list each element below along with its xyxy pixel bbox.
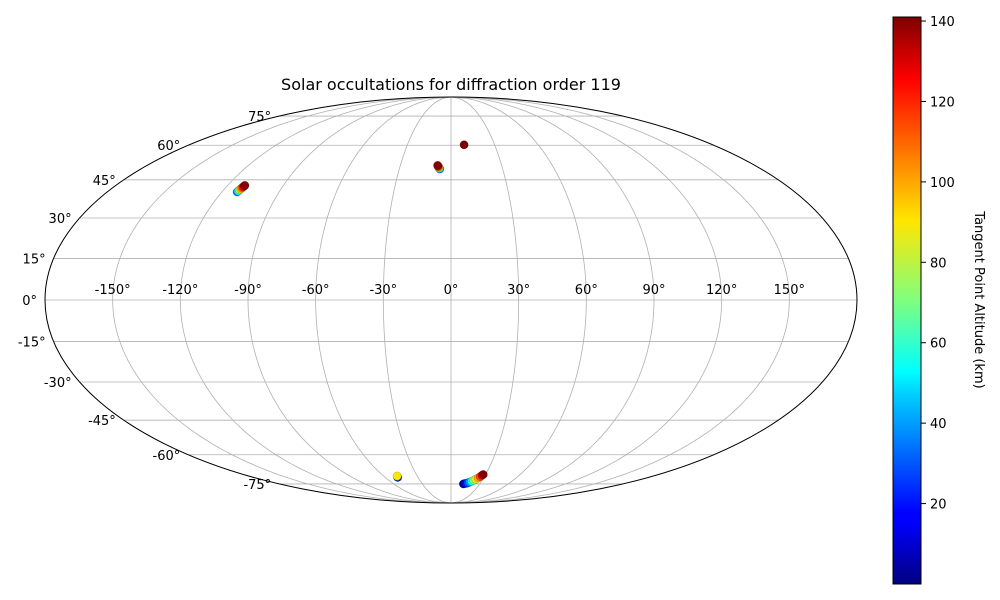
- latitude-tick-label: -15°: [18, 336, 46, 351]
- colorbar-tick-label: 80: [930, 256, 947, 271]
- longitude-tick-label: -150°: [95, 283, 131, 298]
- latitude-tick-labels: -75° -60° -45° -30° -15° 0° 15° 30° 45° 60° 75°: [18, 110, 271, 493]
- longitude-tick-label: -30°: [369, 283, 397, 298]
- colorbar-tick-label: 60: [930, 337, 947, 352]
- latitude-tick-label: 45°: [93, 174, 116, 189]
- latitude-tick-label: 60°: [157, 139, 180, 154]
- colorbar-ticks: 20 40 60 80 100 120 140: [921, 15, 955, 513]
- longitude-tick-label: 150°: [774, 283, 805, 298]
- chart-title: Solar occultations for diffraction order…: [281, 75, 621, 94]
- occultation-point: [459, 140, 469, 150]
- colorbar-tick-label: 140: [930, 15, 955, 30]
- longitude-tick-label: 60°: [575, 283, 598, 298]
- longitude-tick-labels: -150° -120° -90° -60° -30° 0° 30° 60° 90° 120° 150…: [95, 283, 805, 298]
- colorbar-tick-label: 40: [930, 417, 947, 432]
- colorbar-gradient: [892, 16, 922, 585]
- latitude-tick-label: -75°: [243, 478, 271, 493]
- colorbar: 20 40 60 80 100 120 140 Tangent Point Altitude…: [892, 15, 986, 585]
- latitude-tick-label: -45°: [88, 414, 116, 429]
- longitude-tick-label: -120°: [162, 283, 198, 298]
- latitude-tick-label: 75°: [248, 110, 271, 125]
- occultation-point: [433, 161, 443, 170]
- latitude-tick-label: 30°: [49, 212, 72, 227]
- longitude-tick-label: -60°: [302, 283, 330, 298]
- colorbar-tick-label: 20: [930, 498, 947, 513]
- longitude-tick-label: -90°: [234, 283, 262, 298]
- latitude-tick-label: 0°: [22, 294, 37, 309]
- occultation-points: [232, 140, 488, 489]
- longitude-tick-label: 120°: [706, 283, 737, 298]
- map-boundary: [44, 96, 858, 504]
- map-graticule: [45, 97, 857, 503]
- colorbar-label: Tangent Point Altitude (km): [971, 210, 986, 388]
- colorbar-tick-label: 100: [930, 176, 955, 191]
- latitude-tick-label: 15°: [23, 252, 46, 267]
- latitude-tick-label: -60°: [153, 449, 181, 464]
- longitude-tick-label: 90°: [642, 283, 665, 298]
- occultation-point: [240, 181, 250, 190]
- latitude-tick-label: -30°: [44, 376, 72, 391]
- colorbar-tick-label: 120: [930, 95, 955, 110]
- longitude-tick-label: 30°: [507, 283, 530, 298]
- occultation-point: [478, 470, 488, 479]
- occultation-point: [392, 471, 402, 481]
- longitude-tick-label: 0°: [444, 283, 459, 298]
